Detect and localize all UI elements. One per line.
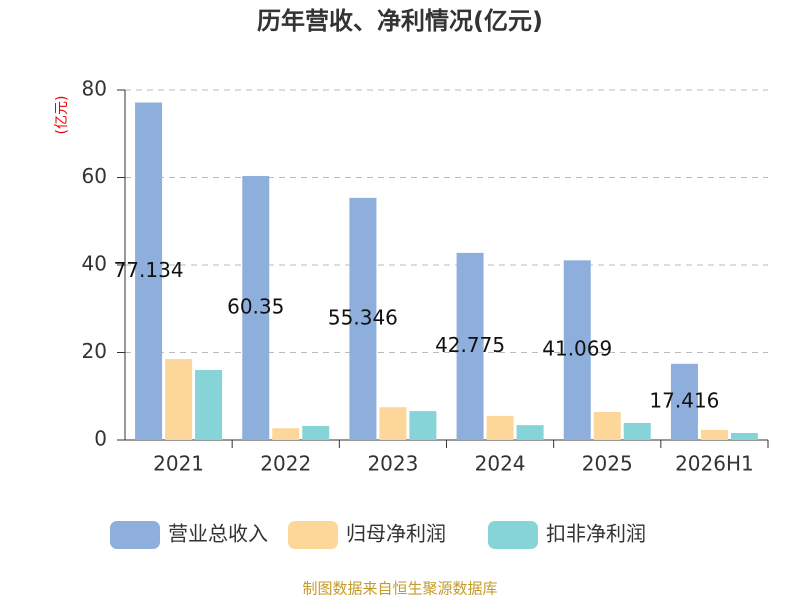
value-label: 17.416 (649, 388, 719, 412)
x-tick-label: 2023 (367, 452, 418, 476)
bar (135, 102, 163, 440)
y-tick-label: 40 (82, 252, 107, 276)
y-tick-label: 80 (82, 77, 107, 101)
y-tick-label: 0 (94, 427, 107, 451)
bar (486, 415, 514, 440)
bar (563, 260, 591, 440)
source-note: 制图数据来自恒生聚源数据库 (302, 580, 497, 598)
bar (165, 359, 193, 440)
y-axis-label: (亿元) (54, 96, 70, 135)
value-label: 60.35 (227, 294, 284, 318)
x-tick-label: 2025 (582, 452, 633, 476)
value-label: 55.346 (328, 305, 398, 329)
bar (409, 411, 437, 440)
legend-label: 归母净利润 (346, 522, 446, 546)
legend-label: 扣非净利润 (546, 522, 646, 546)
bar (593, 412, 621, 440)
bar (195, 370, 223, 440)
x-tick-label: 2022 (260, 452, 311, 476)
x-tick-label: 2026H1 (675, 452, 754, 476)
bar (302, 426, 330, 440)
bar (623, 422, 651, 440)
bar (700, 429, 728, 440)
bar (242, 175, 270, 440)
bar (349, 197, 377, 440)
chart-title: 历年营收、净利情况(亿元) (257, 7, 543, 35)
legend-swatch (488, 521, 538, 549)
x-tick-label: 2024 (475, 452, 526, 476)
value-label: 42.775 (435, 333, 505, 357)
y-tick-label: 60 (82, 164, 107, 188)
value-label: 41.069 (542, 337, 612, 361)
legend-label: 营业总收入 (168, 522, 268, 546)
bar (456, 252, 484, 440)
value-label: 77.134 (114, 258, 184, 282)
x-tick-label: 2021 (153, 452, 204, 476)
bar (730, 433, 758, 440)
y-tick-label: 20 (82, 339, 107, 363)
legend-swatch (288, 521, 338, 549)
legend-swatch (110, 521, 160, 549)
bar (516, 425, 544, 440)
bar (670, 363, 698, 440)
bar (379, 407, 407, 440)
bar (272, 428, 300, 440)
